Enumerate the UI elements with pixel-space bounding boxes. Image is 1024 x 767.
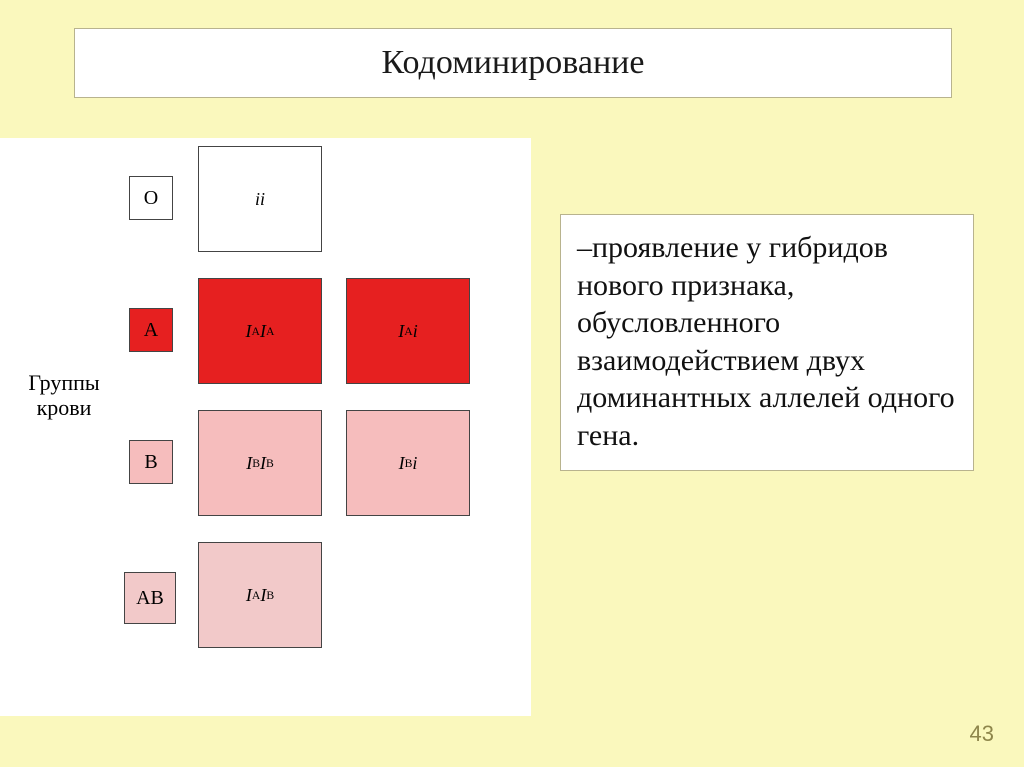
phenotype-square: AB xyxy=(124,572,176,624)
side-label-line2: крови xyxy=(37,395,92,420)
genotype-square: ii xyxy=(198,146,322,252)
genotype-square: IAi xyxy=(346,278,470,384)
phenotype-square: B xyxy=(129,440,173,484)
genotype-square: IAIB xyxy=(198,542,322,648)
phenotype-square: A xyxy=(129,308,173,352)
definition-box: –проявление у гибридов нового признака, … xyxy=(560,214,974,471)
side-label-line1: Группы xyxy=(28,370,99,395)
phenotype-square: O xyxy=(129,176,173,220)
definition-text: –проявление у гибридов нового признака, … xyxy=(577,231,955,452)
genotype-square: IAIA xyxy=(198,278,322,384)
title-text: Кодоминирование xyxy=(382,44,645,82)
genotype-square: IBIB xyxy=(198,410,322,516)
genotype-square: IBi xyxy=(346,410,470,516)
slide-number: 43 xyxy=(970,721,994,747)
diagram-side-label: Группы крови xyxy=(10,370,118,421)
slide-number-text: 43 xyxy=(970,721,994,746)
title-box: Кодоминирование xyxy=(74,28,952,98)
